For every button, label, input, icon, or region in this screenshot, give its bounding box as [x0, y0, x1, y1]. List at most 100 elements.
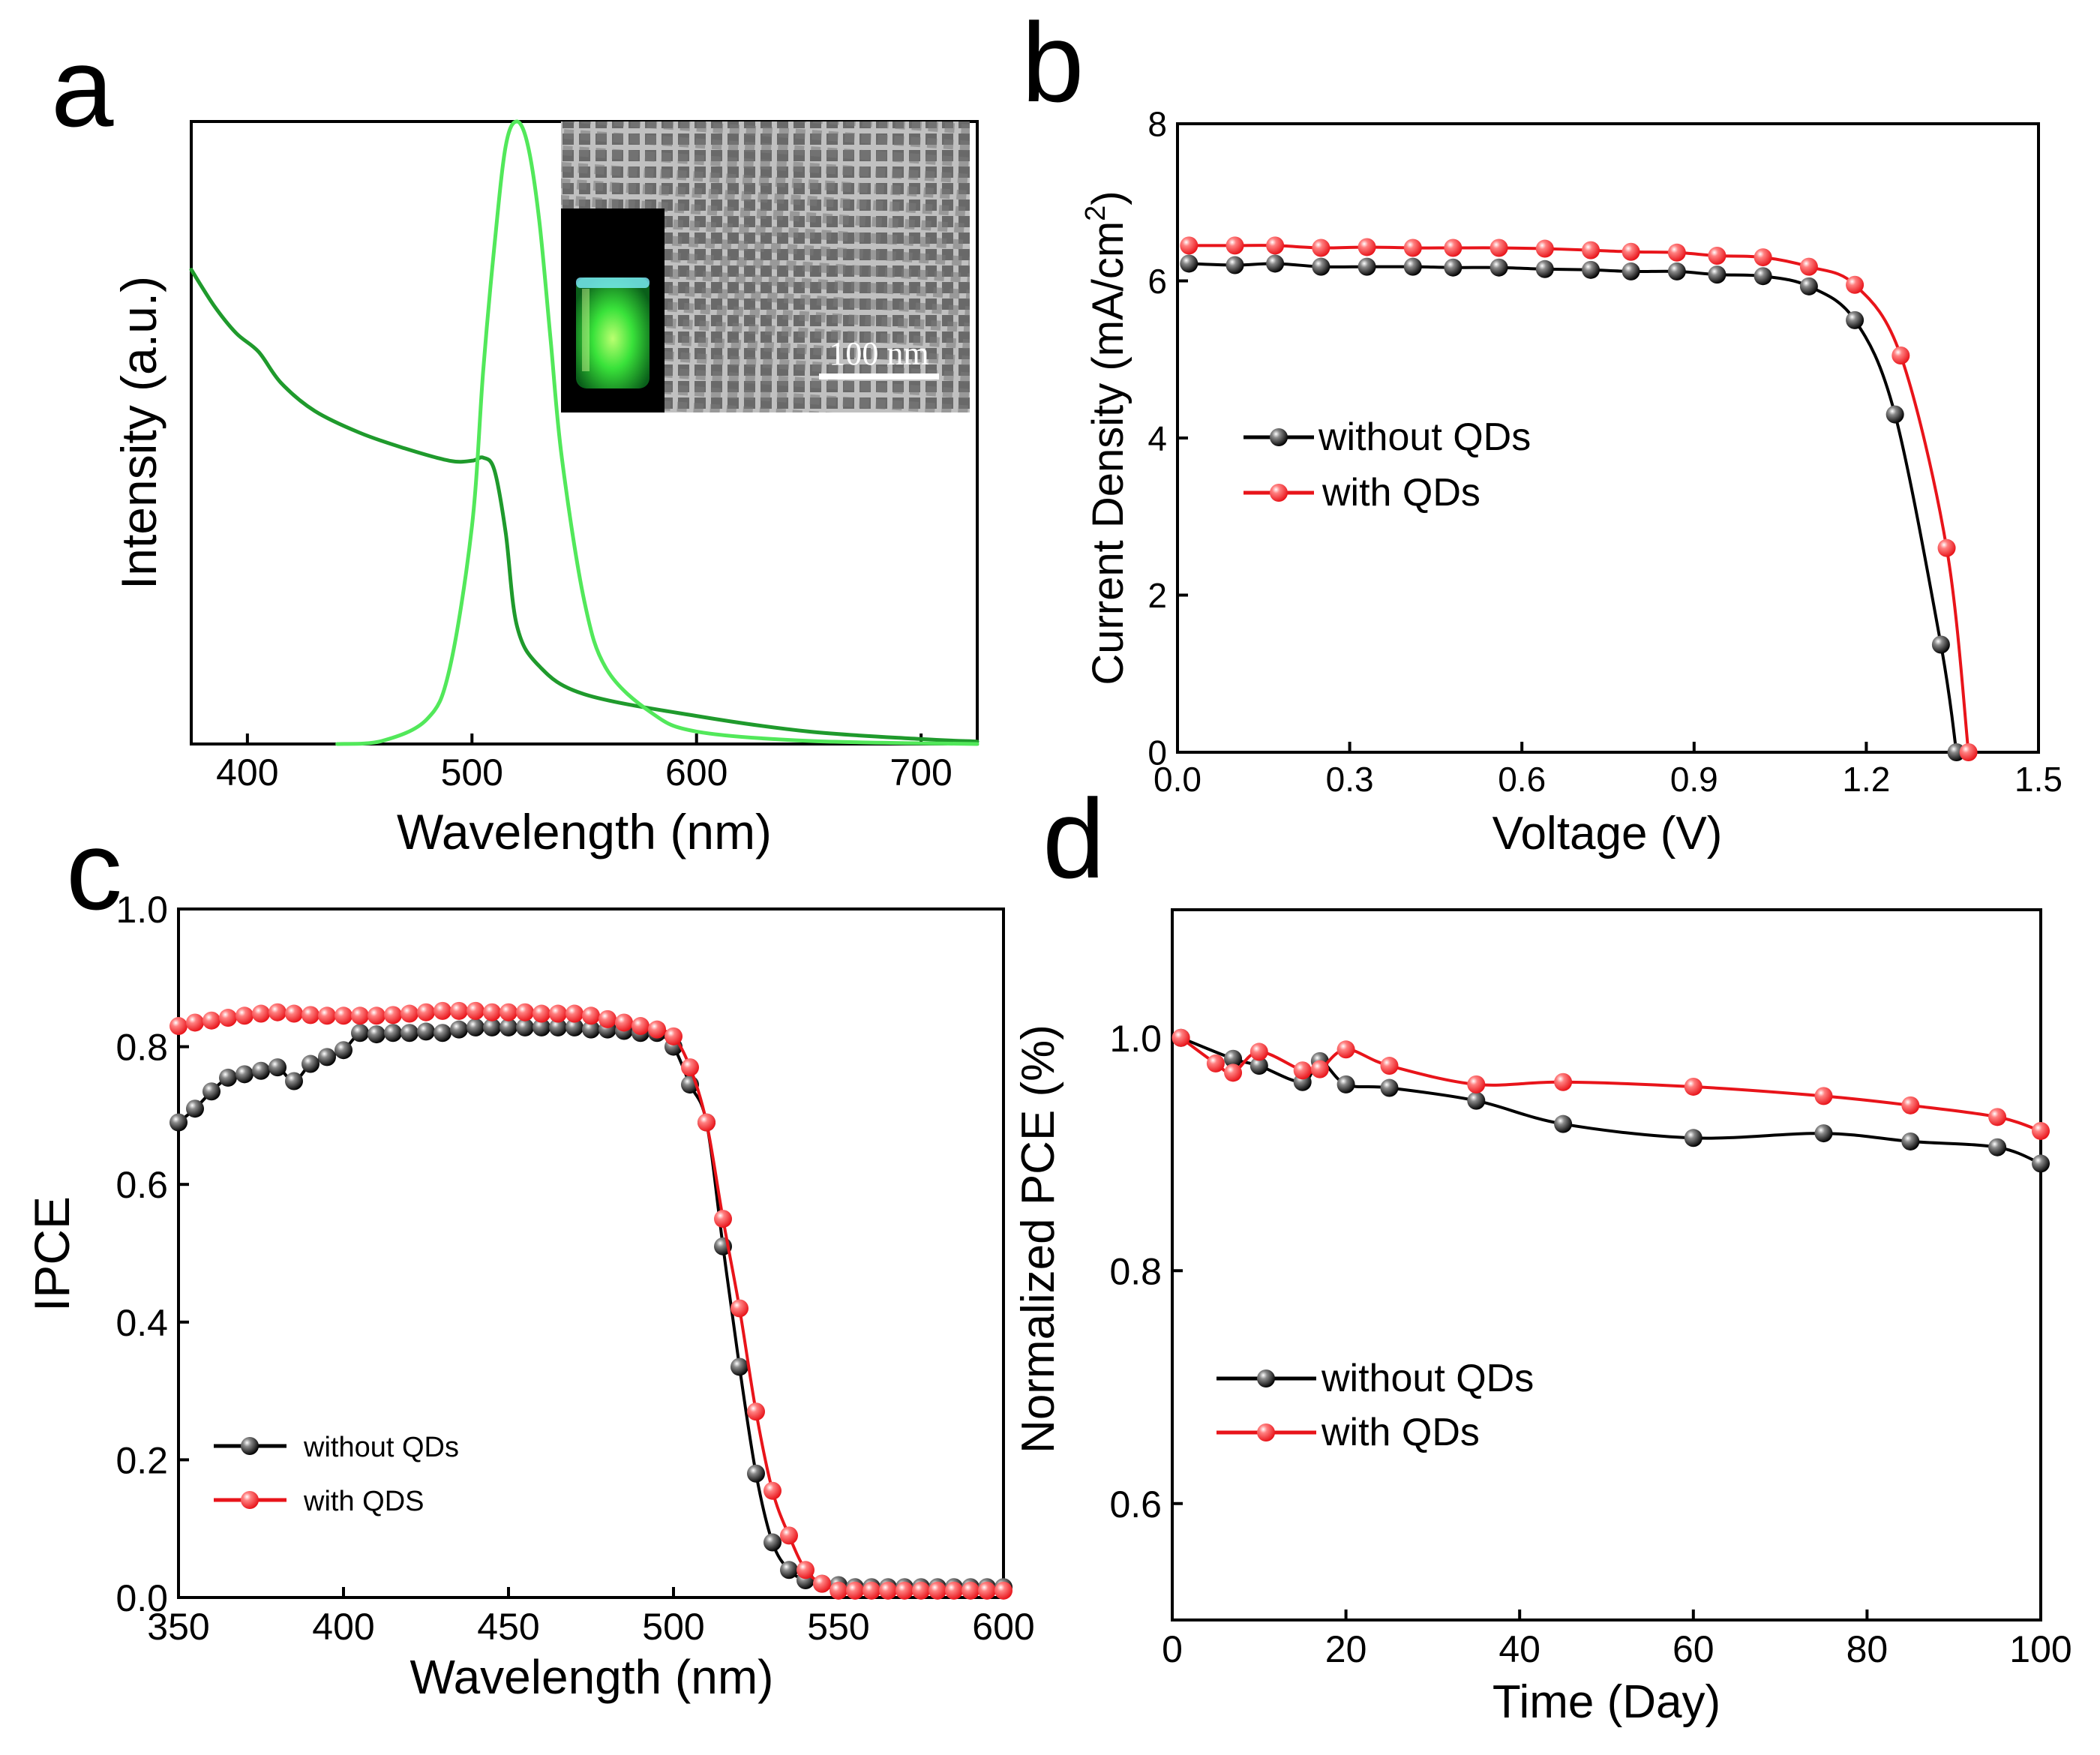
panel-d-y-tick-label: 0.6 [1109, 1484, 1162, 1526]
panel-d-point-without-qds [1901, 1132, 1920, 1150]
panel-c-point-with-qds [747, 1402, 765, 1421]
panel-c-point-with-qds [532, 1004, 550, 1023]
panel-c-point-with-qds [318, 1006, 336, 1025]
panel-d-point-with-qds [1467, 1075, 1486, 1094]
panel-c-point-with-qds [549, 1004, 567, 1023]
panel-c-point-with-qds [450, 1001, 468, 1020]
panel-b-x-tick-label: 0.6 [1498, 760, 1546, 799]
panel-b-point-with-qds [1846, 275, 1864, 294]
panel-b-point-without-qds [1444, 258, 1462, 277]
panel-d-point-without-qds [1224, 1049, 1243, 1068]
panel-c-point-with-qds [483, 1003, 501, 1022]
panel-b-point-without-qds [1403, 257, 1422, 276]
panel-c-point-with-qds [796, 1561, 814, 1580]
panel-c-point-without-qds [566, 1018, 584, 1036]
panel-a-x-tick-label: 500 [441, 752, 503, 794]
panel-c-point-without-qds [268, 1058, 286, 1077]
panel-c-ticks: 350 400 450 500 550 600 0.0 0.2 0.4 0.6 0.8 1.0 [116, 889, 1034, 1648]
panel-c-point-without-qds [450, 1020, 468, 1039]
panel-b-point-with-qds [1754, 248, 1772, 267]
panel-b-point-with-qds [1312, 238, 1330, 257]
panel-d-point-with-qds [1172, 1028, 1190, 1047]
panel-c-point-with-qds [994, 1581, 1012, 1600]
panel-c-point-without-qds [400, 1024, 418, 1042]
panel-c-point-without-qds [170, 1113, 188, 1132]
panel-c-point-with-qds [681, 1058, 699, 1077]
legend-swatch-without-qds [1216, 1370, 1316, 1388]
scale-bar-label: 100 nm [829, 335, 928, 372]
panel-c-point-with-qds [780, 1526, 798, 1545]
panel-a-x-ticks: 400 500 600 700 [216, 734, 952, 794]
panel-b-point-without-qds [1582, 260, 1600, 279]
panel-c-x-tick-label: 600 [972, 1606, 1034, 1648]
panel-c-x-tick-label: 450 [477, 1606, 539, 1648]
panel-b-point-without-qds [1846, 310, 1864, 329]
panel-c-point-with-qds [714, 1210, 732, 1228]
panel-d-point-with-qds [2032, 1121, 2050, 1140]
panel-c-point-without-qds [549, 1018, 567, 1036]
panel-c-point-with-qds [516, 1003, 534, 1022]
panel-c-point-with-qds [285, 1004, 303, 1023]
panel-c-point-with-qds [598, 1010, 616, 1028]
panel-c-y-tick-label: 0.8 [116, 1027, 168, 1069]
legend-swatch-with-qds [214, 1491, 286, 1509]
legend-swatch-with-qds [1244, 484, 1314, 502]
panel-d-frame [1171, 908, 2042, 1622]
panel-c-y-tick-label: 0.4 [116, 1302, 168, 1344]
panel-d-point-without-qds [1814, 1124, 1833, 1143]
panel-c-point-with-qds [962, 1581, 980, 1600]
panel-b-point-with-qds [1403, 238, 1422, 257]
panel-c-point-without-qds [764, 1533, 782, 1552]
panel-a-x-tick-label: 700 [890, 752, 952, 794]
panel-d-point-with-qds [1250, 1042, 1268, 1061]
panel-b: 0.0 0.3 0.6 0.9 1.2 1.5 0 2 4 6 8 Voltage (V) Curr… [1080, 105, 2062, 860]
panel-b-point-with-qds [1444, 238, 1462, 257]
panel-c-legend-with-qds: with QDS [303, 1486, 424, 1517]
panel-d-point-with-qds [1554, 1072, 1573, 1091]
panel-b-point-without-qds [1535, 260, 1554, 278]
panel-c-point-with-qds [500, 1003, 518, 1022]
panel-c: 350 400 450 500 550 600 0.0 0.2 0.4 0.6 0.8 1.0 Wav… [24, 889, 1035, 1704]
panel-b-point-without-qds [1799, 277, 1818, 296]
panel-c-point-with-qds [879, 1581, 897, 1600]
panel-a-x-tick-label: 400 [216, 752, 278, 794]
panel-b-y-tick-label: 8 [1148, 105, 1167, 144]
panel-c-point-without-qds [747, 1464, 765, 1483]
panel-d-point-without-qds [1380, 1078, 1399, 1097]
panel-d-point-with-qds [1988, 1108, 2007, 1126]
panel-c-point-with-qds [268, 1003, 286, 1022]
panel-d-series-line-without-qds [1179, 1036, 2042, 1166]
panel-letter-a: a [51, 24, 114, 150]
panel-letter-c: c [66, 807, 122, 933]
panel-b-point-with-qds [1266, 236, 1285, 255]
panel-c-x-tick-label: 550 [807, 1606, 869, 1648]
panel-b-series-line-without-qds [1187, 262, 1958, 754]
panel-d-legend-with-qds: with QDs [1321, 1411, 1480, 1454]
panel-c-point-with-qds [334, 1006, 352, 1025]
panel-c-point-without-qds [219, 1068, 237, 1087]
panel-c-point-without-qds [582, 1020, 600, 1039]
panel-c-x-tick-label: 400 [312, 1606, 374, 1648]
scale-bar [819, 374, 939, 380]
panel-b-point-without-qds [1180, 254, 1198, 273]
panel-c-point-without-qds [532, 1018, 550, 1036]
panel-c-point-with-qds [615, 1013, 633, 1032]
panel-b-point-with-qds [1799, 257, 1818, 276]
panel-b-legend: without QDs with QDs [1244, 416, 1531, 514]
panel-d-point-with-qds [1684, 1077, 1702, 1096]
panel-c-point-with-qds [862, 1581, 880, 1600]
panel-d-x-tick-label: 0 [1162, 1628, 1183, 1670]
panel-c-y-tick-label: 0.0 [116, 1577, 168, 1619]
panel-c-series-line-without-qds [177, 1025, 1005, 1589]
panel-b-point-without-qds [1622, 262, 1640, 280]
panel-c-frame [177, 908, 1005, 1599]
panel-c-point-with-qds [764, 1481, 782, 1500]
panel-c-point-without-qds [368, 1025, 386, 1044]
panel-c-point-without-qds [334, 1041, 352, 1060]
panel-c-point-with-qds [219, 1009, 237, 1028]
panel-c-point-without-qds [434, 1024, 452, 1042]
panel-c-point-with-qds [400, 1004, 418, 1023]
panel-c-point-with-qds [170, 1017, 188, 1036]
panel-b-x-label: Voltage (V) [1492, 808, 1723, 860]
panel-c-x-tick-label: 500 [642, 1606, 704, 1648]
